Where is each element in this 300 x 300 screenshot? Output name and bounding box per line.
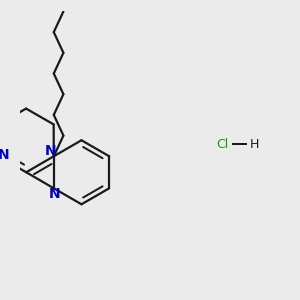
Text: Cl: Cl — [216, 138, 228, 151]
Text: H: H — [250, 138, 259, 151]
Text: N: N — [49, 187, 60, 201]
Text: N: N — [0, 148, 9, 162]
Text: N: N — [45, 144, 57, 158]
